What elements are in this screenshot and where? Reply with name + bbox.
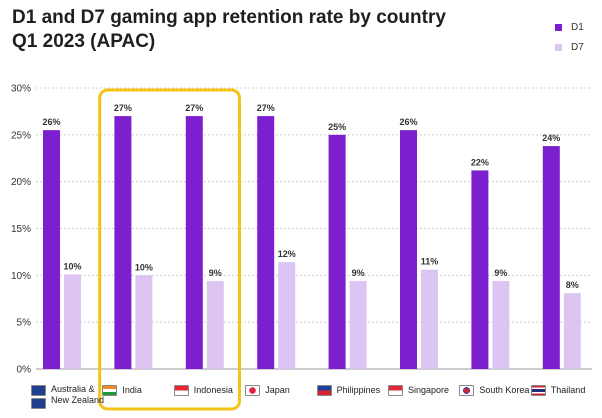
chart-title-line-2: Q1 2023 (APAC) [12,31,156,52]
y-tick-label: 15% [11,224,31,235]
data-label-d7: 11% [421,257,439,267]
data-label-d1: 26% [42,117,60,127]
bar-d1 [43,130,60,369]
y-tick-label: 0% [17,365,32,376]
legend-swatch-d7 [555,44,562,51]
y-tick-label: 20% [11,177,31,188]
chart-title: D1 and D7 gaming app retention rate by c… [12,6,446,54]
data-label-d7: 9% [209,268,222,278]
data-label-d1: 22% [471,157,489,167]
data-label-d7: 12% [278,249,296,259]
data-label-d1: 27% [257,103,275,113]
legend-label-d7: D7 [571,42,584,53]
data-label-d7: 10% [63,261,81,271]
bar-d7 [64,274,81,369]
data-label-d1: 27% [185,103,203,113]
highlight-box [98,88,241,411]
legend-swatch-d1 [555,24,562,31]
bar-d1 [400,130,417,369]
bar-d7 [206,280,224,369]
data-label-d7: 8% [566,280,579,290]
bar-d1 [185,116,203,369]
bar-d7 [135,275,153,369]
bar-d7 [563,293,581,369]
y-tick-label: 5% [17,318,32,329]
data-label-d1: 25% [328,122,346,132]
bar-d1 [542,146,560,369]
data-label-d7: 9% [494,268,507,278]
bar-d1 [471,170,489,369]
bar-d7 [421,269,438,369]
data-label-d1: 26% [399,117,417,127]
y-tick-label: 25% [11,130,31,141]
bar-d7 [278,262,296,369]
bar-d1 [328,134,346,369]
data-label-d7: 10% [135,262,153,272]
bar-d1 [114,116,132,369]
y-tick-label: 30% [11,84,31,95]
bar-d7 [492,280,510,369]
chart-title-line-1: D1 and D7 gaming app retention rate by c… [12,7,446,28]
legend-label-d1: D1 [571,22,584,33]
y-tick-label: 10% [11,271,31,282]
data-label-d1: 27% [114,103,132,113]
bar-d1 [257,116,275,369]
data-label-d7: 9% [352,268,365,278]
data-label-d1: 24% [542,133,560,143]
bar-d7 [349,280,367,369]
